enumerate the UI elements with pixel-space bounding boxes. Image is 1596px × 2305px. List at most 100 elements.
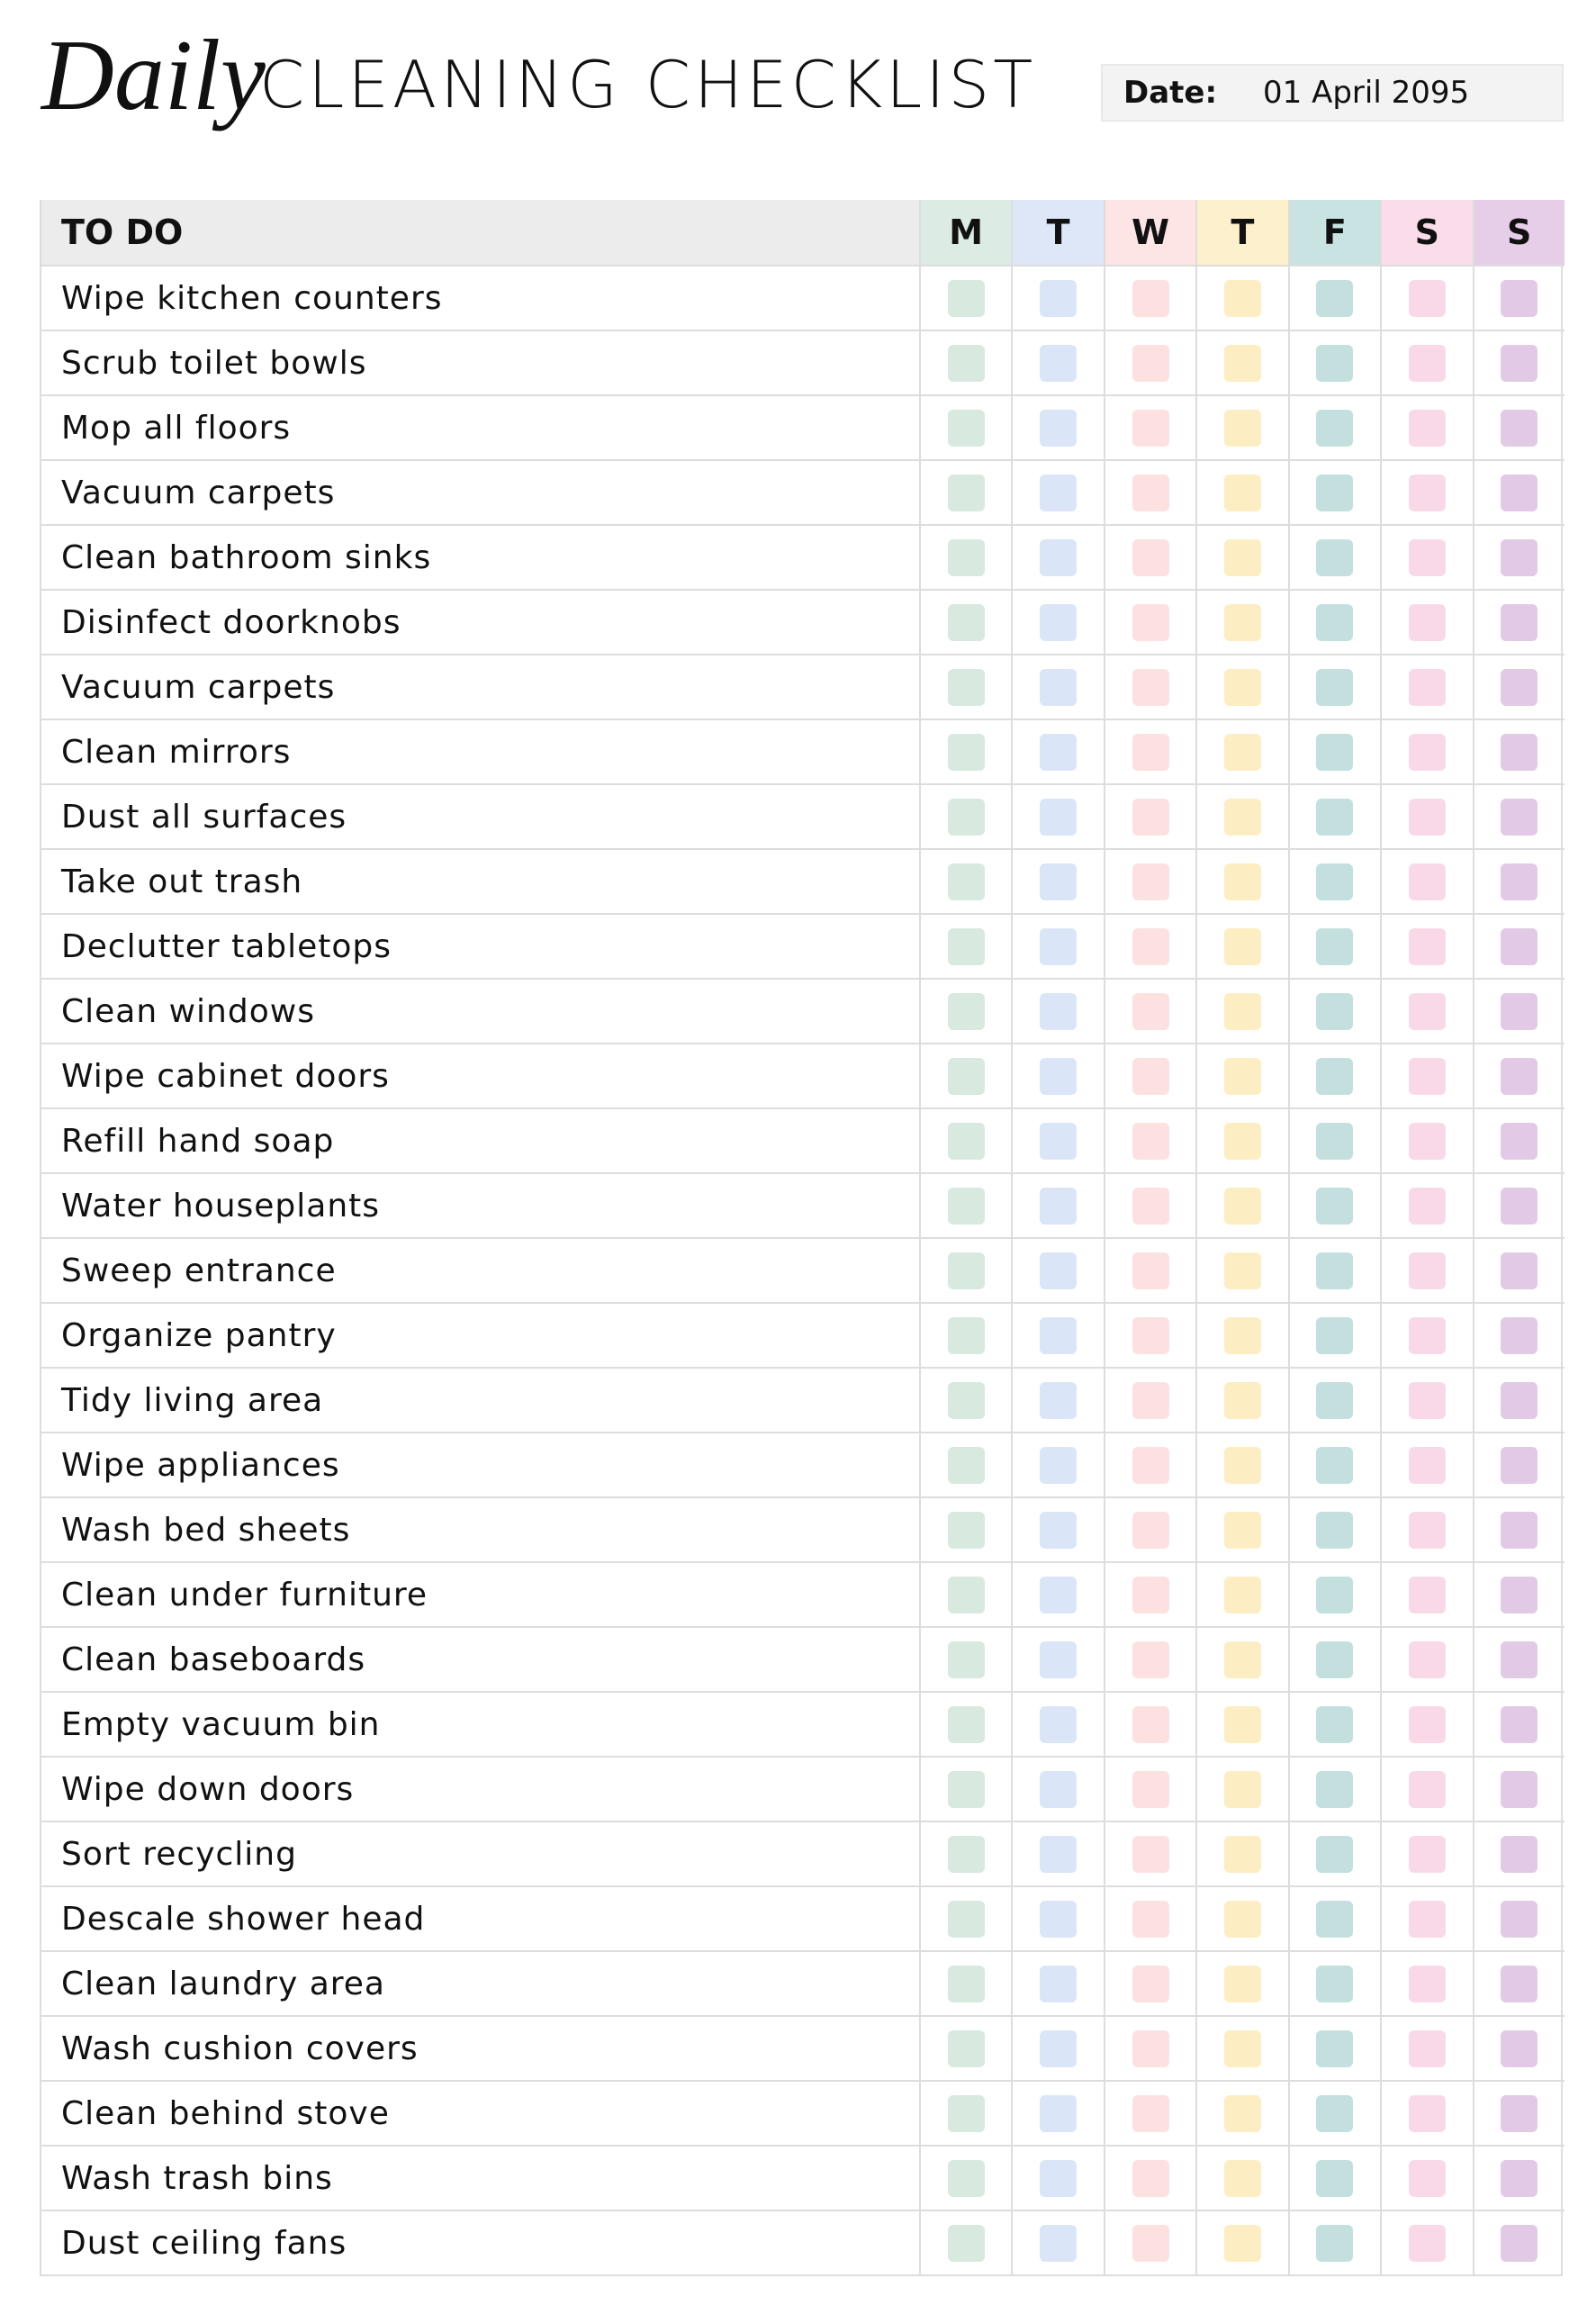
checkbox[interactable]: [1040, 863, 1078, 900]
checkbox[interactable]: [947, 1576, 985, 1614]
checkbox[interactable]: [947, 538, 985, 576]
checkbox[interactable]: [1501, 1835, 1538, 1873]
checkbox[interactable]: [1408, 1576, 1446, 1614]
checkbox[interactable]: [1040, 603, 1078, 641]
checkbox[interactable]: [1501, 668, 1538, 706]
checkbox[interactable]: [1408, 1900, 1446, 1938]
checkbox[interactable]: [1223, 1705, 1261, 1743]
checkbox[interactable]: [1408, 668, 1446, 706]
checkbox[interactable]: [1132, 863, 1169, 900]
checkbox[interactable]: [1501, 1122, 1538, 1160]
checkbox[interactable]: [1132, 1705, 1169, 1743]
checkbox[interactable]: [1408, 1122, 1446, 1160]
checkbox[interactable]: [1223, 863, 1261, 900]
checkbox[interactable]: [1132, 1122, 1169, 1160]
checkbox[interactable]: [1316, 927, 1354, 965]
checkbox[interactable]: [1223, 1835, 1261, 1873]
checkbox[interactable]: [1132, 2094, 1169, 2132]
checkbox[interactable]: [1408, 798, 1446, 836]
checkbox[interactable]: [1316, 279, 1354, 317]
checkbox[interactable]: [1040, 733, 1078, 771]
checkbox[interactable]: [1040, 992, 1078, 1030]
checkbox[interactable]: [1316, 992, 1354, 1030]
checkbox[interactable]: [1223, 1576, 1261, 1614]
checkbox[interactable]: [1408, 863, 1446, 900]
checkbox[interactable]: [1132, 1965, 1169, 2002]
checkbox[interactable]: [1132, 927, 1169, 965]
checkbox[interactable]: [1316, 798, 1354, 836]
checkbox[interactable]: [1501, 992, 1538, 1030]
checkbox[interactable]: [1316, 1252, 1354, 1289]
checkbox[interactable]: [1223, 1965, 1261, 2002]
checkbox[interactable]: [947, 603, 985, 641]
checkbox[interactable]: [1501, 1900, 1538, 1938]
checkbox[interactable]: [1223, 992, 1261, 1030]
checkbox[interactable]: [1223, 344, 1261, 382]
checkbox[interactable]: [1501, 538, 1538, 576]
checkbox[interactable]: [1501, 1705, 1538, 1743]
checkbox[interactable]: [1040, 1057, 1078, 1095]
checkbox[interactable]: [1223, 2159, 1261, 2197]
checkbox[interactable]: [1040, 2094, 1078, 2132]
checkbox[interactable]: [1040, 1770, 1078, 1808]
checkbox[interactable]: [1501, 1641, 1538, 1678]
checkbox[interactable]: [1408, 1446, 1446, 1484]
checkbox[interactable]: [1501, 2029, 1538, 2067]
checkbox[interactable]: [1316, 863, 1354, 900]
checkbox[interactable]: [1040, 1835, 1078, 1873]
checkbox[interactable]: [947, 1641, 985, 1678]
checkbox[interactable]: [1408, 1057, 1446, 1095]
checkbox[interactable]: [1040, 927, 1078, 965]
checkbox[interactable]: [1316, 1900, 1354, 1938]
checkbox[interactable]: [1223, 2094, 1261, 2132]
checkbox[interactable]: [1223, 409, 1261, 447]
checkbox[interactable]: [1132, 409, 1169, 447]
checkbox[interactable]: [1040, 1122, 1078, 1160]
checkbox[interactable]: [1408, 474, 1446, 511]
checkbox[interactable]: [1501, 927, 1538, 965]
checkbox[interactable]: [1132, 1770, 1169, 1808]
checkbox[interactable]: [1316, 1770, 1354, 1808]
checkbox[interactable]: [1501, 1252, 1538, 1289]
checkbox[interactable]: [947, 1965, 985, 2002]
checkbox[interactable]: [947, 927, 985, 965]
checkbox[interactable]: [1408, 992, 1446, 1030]
checkbox[interactable]: [1501, 279, 1538, 317]
checkbox[interactable]: [1040, 409, 1078, 447]
checkbox[interactable]: [1408, 1705, 1446, 1743]
checkbox[interactable]: [947, 1835, 985, 1873]
checkbox[interactable]: [1408, 1187, 1446, 1225]
checkbox[interactable]: [947, 2224, 985, 2262]
checkbox[interactable]: [947, 1057, 985, 1095]
checkbox[interactable]: [1223, 1187, 1261, 1225]
checkbox[interactable]: [1040, 1252, 1078, 1289]
checkbox[interactable]: [1132, 1381, 1169, 1419]
checkbox[interactable]: [1316, 1835, 1354, 1873]
checkbox[interactable]: [1501, 474, 1538, 511]
checkbox[interactable]: [1132, 798, 1169, 836]
checkbox[interactable]: [1040, 344, 1078, 382]
checkbox[interactable]: [1223, 733, 1261, 771]
checkbox[interactable]: [1501, 1187, 1538, 1225]
checkbox[interactable]: [1040, 1641, 1078, 1678]
checkbox[interactable]: [1408, 1770, 1446, 1808]
checkbox[interactable]: [1408, 927, 1446, 965]
checkbox[interactable]: [1040, 668, 1078, 706]
checkbox[interactable]: [1316, 1705, 1354, 1743]
checkbox[interactable]: [1223, 668, 1261, 706]
checkbox[interactable]: [1223, 474, 1261, 511]
checkbox[interactable]: [1501, 2159, 1538, 2197]
checkbox[interactable]: [1316, 1446, 1354, 1484]
checkbox[interactable]: [1223, 1770, 1261, 1808]
checkbox[interactable]: [1040, 1900, 1078, 1938]
checkbox[interactable]: [1316, 1057, 1354, 1095]
checkbox[interactable]: [1132, 1576, 1169, 1614]
checkbox[interactable]: [1408, 2094, 1446, 2132]
checkbox[interactable]: [947, 1705, 985, 1743]
checkbox[interactable]: [1040, 2224, 1078, 2262]
checkbox[interactable]: [1223, 2029, 1261, 2067]
checkbox[interactable]: [1316, 2094, 1354, 2132]
checkbox[interactable]: [1501, 1965, 1538, 2002]
checkbox[interactable]: [1316, 409, 1354, 447]
checkbox[interactable]: [1316, 2224, 1354, 2262]
